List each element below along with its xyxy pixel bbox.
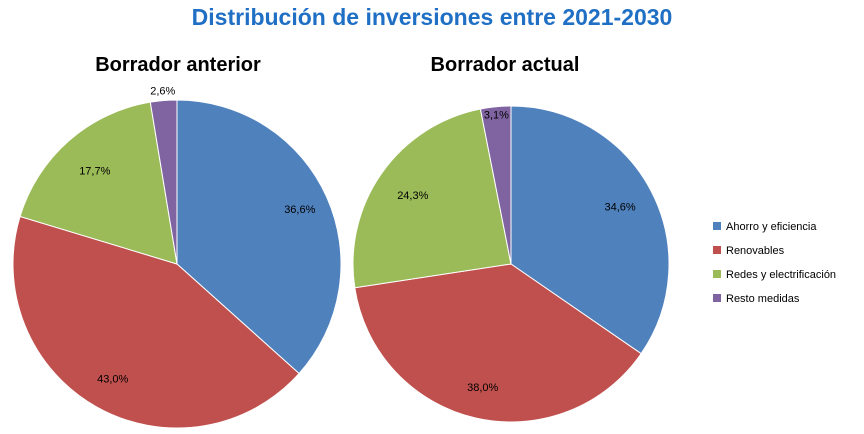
data-label-resto-medidas: 2,6% <box>150 86 175 98</box>
legend-label-redes-y-electrificacion: Redes y electrificación <box>726 269 836 281</box>
pie-actual: 34,6% 38,0% 24,3% 3,1% <box>352 105 670 423</box>
pie-anterior: 36,6% 43,0% 17,7% 2,6% <box>12 86 342 429</box>
data-label-renovables: 43,0% <box>97 373 128 385</box>
legend-swatch-resto-medidas <box>713 294 721 302</box>
legend-swatch-ahorro-y-eficiencia <box>713 222 721 230</box>
pie-slice-ahorro-y-eficiencia <box>510 105 670 355</box>
legend-label-resto-medidas: Resto medidas <box>726 293 800 305</box>
legend-swatch-redes-y-electrificacion <box>713 270 721 278</box>
legend-label-renovables: Renovables <box>726 245 785 257</box>
pie-slice-resto-medidas <box>479 105 512 265</box>
legend-label-ahorro-y-eficiencia: Ahorro y eficiencia <box>726 221 817 233</box>
legend: Ahorro y eficiencia Renovables Redes y ele… <box>713 221 836 305</box>
pie-slice-renovables <box>354 263 642 423</box>
pie-title-anterior: Borrador anterior <box>95 54 261 76</box>
legend-swatch-renovables <box>713 246 721 254</box>
data-label-renovables: 38,0% <box>467 382 498 394</box>
pie-slice-resto-medidas <box>149 99 178 265</box>
data-label-redes-y-electrificacion: 24,3% <box>397 190 428 202</box>
pie-slice-renovables <box>12 215 300 429</box>
data-label-ahorro-y-eficiencia: 36,6% <box>284 204 315 216</box>
pie-slice-ahorro-y-eficiencia <box>176 99 342 375</box>
data-label-redes-y-electrificacion: 17,7% <box>79 165 110 177</box>
data-label-resto-medidas: 3,1% <box>484 110 509 122</box>
chart-title: Distribución de inversiones entre 2021-2… <box>191 4 673 30</box>
pie-slice-redes-y-electrificacion <box>352 108 512 289</box>
pie-title-actual: Borrador actual <box>431 54 580 76</box>
pie-slice-redes-y-electrificacion <box>19 101 178 265</box>
data-label-ahorro-y-eficiencia: 34,6% <box>604 202 635 214</box>
